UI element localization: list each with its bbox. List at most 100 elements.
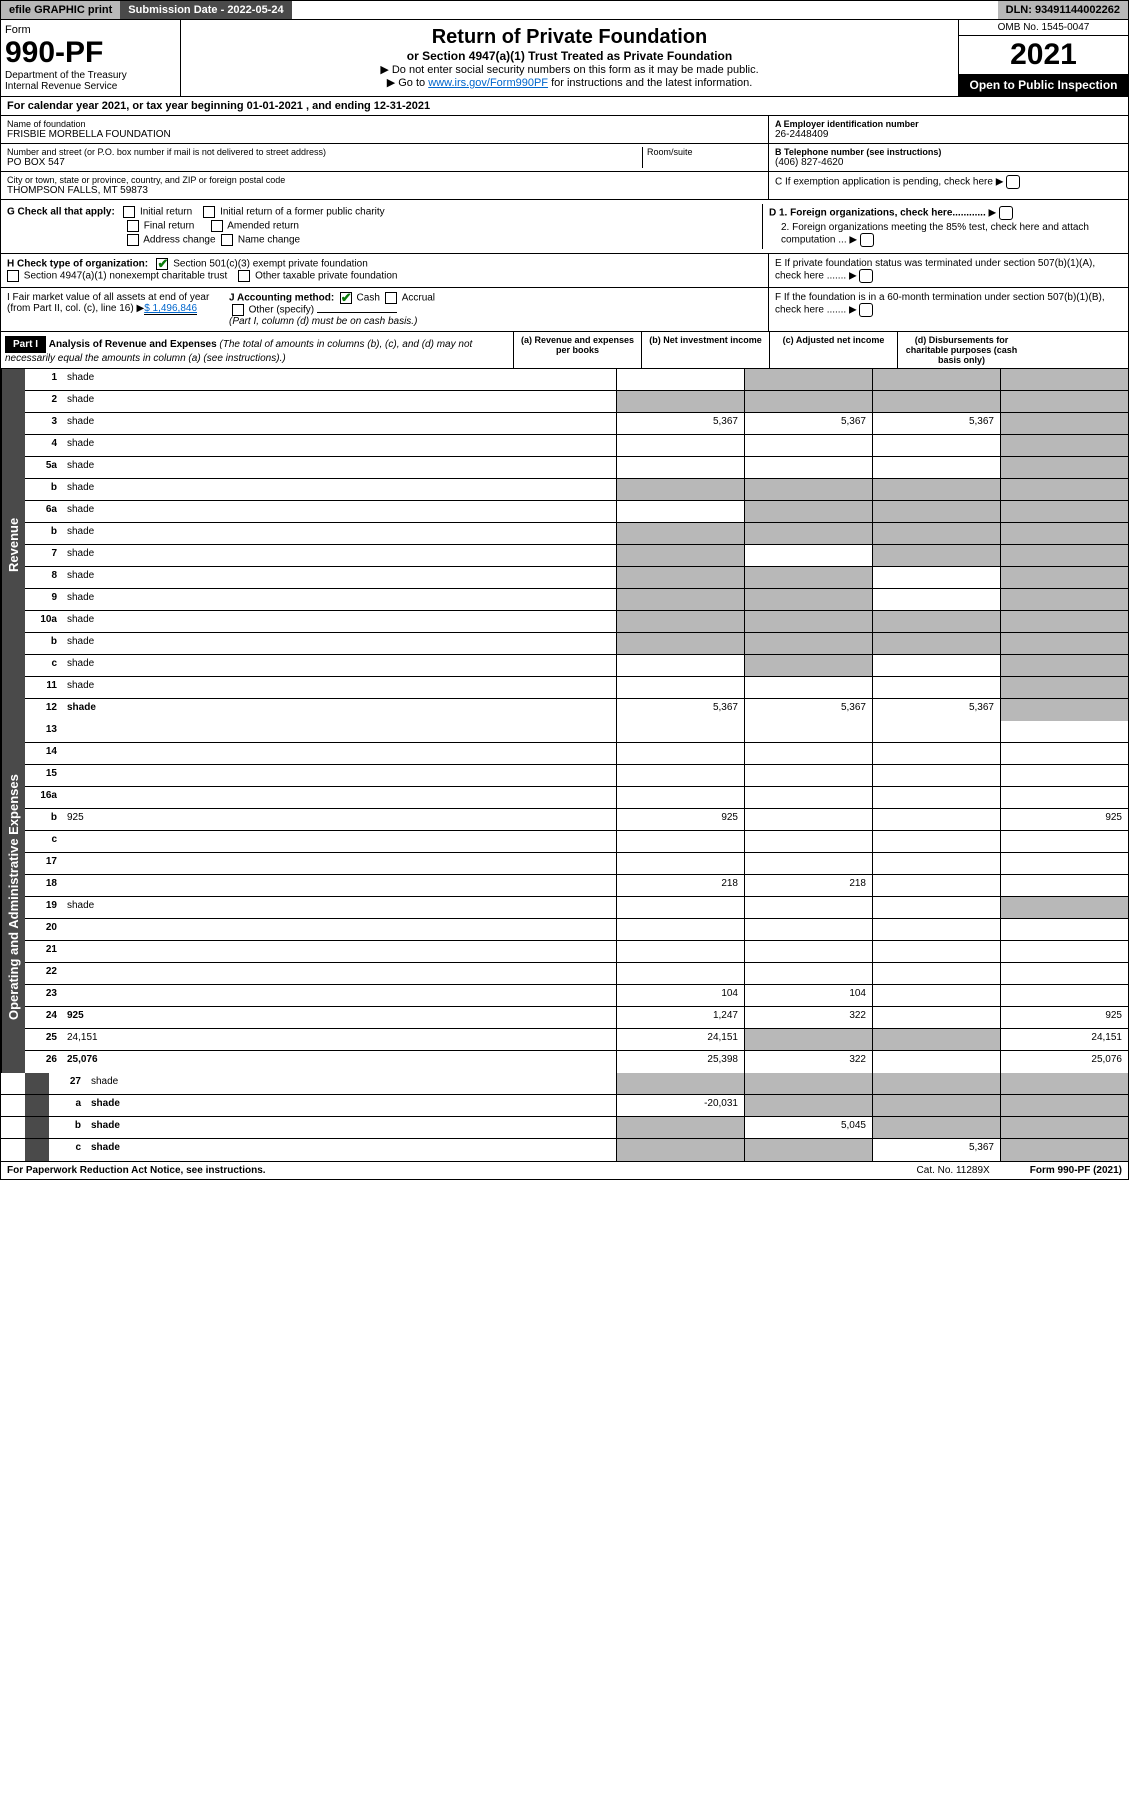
h-label: H Check type of organization:	[7, 259, 148, 270]
amount-cell	[616, 743, 744, 764]
tel-label: B Telephone number (see instructions)	[775, 147, 1122, 157]
j-cash-checkbox[interactable]	[340, 292, 352, 304]
d2-checkbox[interactable]	[860, 233, 874, 247]
table-row: 14	[25, 743, 1128, 765]
table-row: cshade5,367	[1, 1139, 1128, 1161]
line-number: 20	[25, 919, 63, 940]
table-row: 13	[25, 721, 1128, 743]
line-desc: shade	[63, 435, 616, 456]
table-row: bshade	[25, 523, 1128, 545]
table-row: 1shade	[25, 369, 1128, 391]
amount-cell	[616, 765, 744, 786]
amount-cell	[1000, 765, 1128, 786]
top-bar: efile GRAPHIC print Submission Date - 20…	[0, 0, 1129, 20]
amount-cell	[1000, 699, 1128, 721]
d1-checkbox[interactable]	[999, 206, 1013, 220]
e-checkbox[interactable]	[859, 269, 873, 283]
amount-cell	[872, 1051, 1000, 1073]
j-accrual-checkbox[interactable]	[385, 292, 397, 304]
amount-cell	[1000, 963, 1128, 984]
g-initial-former[interactable]	[203, 206, 215, 218]
j-other-checkbox[interactable]	[232, 304, 244, 316]
amount-cell	[872, 1029, 1000, 1050]
amount-cell	[744, 369, 872, 390]
amount-cell	[1000, 677, 1128, 698]
line-number: 12	[25, 699, 63, 721]
amount-cell	[872, 831, 1000, 852]
instr-2: ▶ Go to www.irs.gov/Form990PF for instru…	[187, 76, 952, 89]
amount-cell	[872, 765, 1000, 786]
line-number: 27	[49, 1073, 87, 1094]
form-title: Return of Private Foundation	[187, 26, 952, 49]
address: PO BOX 547	[7, 157, 642, 168]
line-number: 19	[25, 897, 63, 918]
entity-info: Name of foundation FRISBIE MORBELLA FOUN…	[0, 116, 1129, 200]
footer-left: For Paperwork Reduction Act Notice, see …	[7, 1165, 266, 1176]
g-name-change[interactable]	[221, 234, 233, 246]
d1-label: D 1. Foreign organizations, check here..…	[769, 208, 986, 219]
amount-cell	[616, 853, 744, 874]
amount-cell: 1,247	[616, 1007, 744, 1028]
table-row: 22	[25, 963, 1128, 985]
amount-cell: 24,151	[1000, 1029, 1128, 1050]
line-number: 10a	[25, 611, 63, 632]
amount-cell	[616, 545, 744, 566]
amount-cell	[872, 655, 1000, 676]
amount-cell	[872, 501, 1000, 522]
g-final-return[interactable]	[127, 220, 139, 232]
line-desc: shade	[63, 479, 616, 500]
line-desc: shade	[63, 523, 616, 544]
line-number: 21	[25, 941, 63, 962]
amount-cell	[1000, 985, 1128, 1006]
line-number: 5a	[25, 457, 63, 478]
form-subtitle: or Section 4947(a)(1) Trust Treated as P…	[187, 49, 952, 63]
h-501c3-checkbox[interactable]	[156, 258, 168, 270]
h-4947-checkbox[interactable]	[7, 270, 19, 282]
line-number: a	[49, 1095, 87, 1116]
line-desc: shade	[63, 391, 616, 412]
amount-cell	[872, 1073, 1000, 1094]
revenue-table: Revenue 1shade2shade3shade5,3675,3675,36…	[0, 369, 1129, 1162]
amount-cell	[1000, 611, 1128, 632]
c-checkbox[interactable]	[1006, 175, 1020, 189]
amount-cell	[744, 435, 872, 456]
table-row: 2625,07625,39832225,076	[25, 1051, 1128, 1073]
e-label: E If private foundation status was termi…	[775, 258, 1095, 282]
table-row: 2shade	[25, 391, 1128, 413]
amount-cell	[872, 721, 1000, 742]
amount-cell	[872, 919, 1000, 940]
instructions-link[interactable]: www.irs.gov/Form990PF	[428, 77, 548, 89]
g-initial-return[interactable]	[123, 206, 135, 218]
line-desc: shade	[87, 1139, 616, 1161]
amount-cell	[616, 655, 744, 676]
amount-cell	[744, 853, 872, 874]
amount-cell: 5,367	[872, 1139, 1000, 1161]
table-row: 5ashade	[25, 457, 1128, 479]
header-left: Form 990-PF Department of the Treasury I…	[1, 20, 181, 96]
line-desc: shade	[63, 677, 616, 698]
amount-cell	[744, 765, 872, 786]
table-row: bshade5,045	[1, 1117, 1128, 1139]
amount-cell	[744, 941, 872, 962]
table-row: 8shade	[25, 567, 1128, 589]
i-value[interactable]: $ 1,496,846	[144, 303, 197, 315]
footer-mid: Cat. No. 11289X	[917, 1165, 990, 1176]
ij-section: I Fair market value of all assets at end…	[0, 288, 1129, 332]
form-word: Form	[5, 24, 176, 36]
amount-cell	[616, 567, 744, 588]
table-row: 9shade	[25, 589, 1128, 611]
amount-cell: 5,367	[616, 413, 744, 434]
amount-cell	[744, 1095, 872, 1116]
table-row: ashade-20,031	[1, 1095, 1128, 1117]
line-desc: 925	[63, 809, 616, 830]
g-address-change[interactable]	[127, 234, 139, 246]
amount-cell: 218	[744, 875, 872, 896]
line-number: 17	[25, 853, 63, 874]
h-other-checkbox[interactable]	[238, 270, 250, 282]
line-number: 16a	[25, 787, 63, 808]
f-checkbox[interactable]	[859, 303, 873, 317]
amount-cell	[1000, 545, 1128, 566]
amount-cell	[872, 985, 1000, 1006]
amount-cell	[1000, 1073, 1128, 1094]
g-amended[interactable]	[211, 220, 223, 232]
